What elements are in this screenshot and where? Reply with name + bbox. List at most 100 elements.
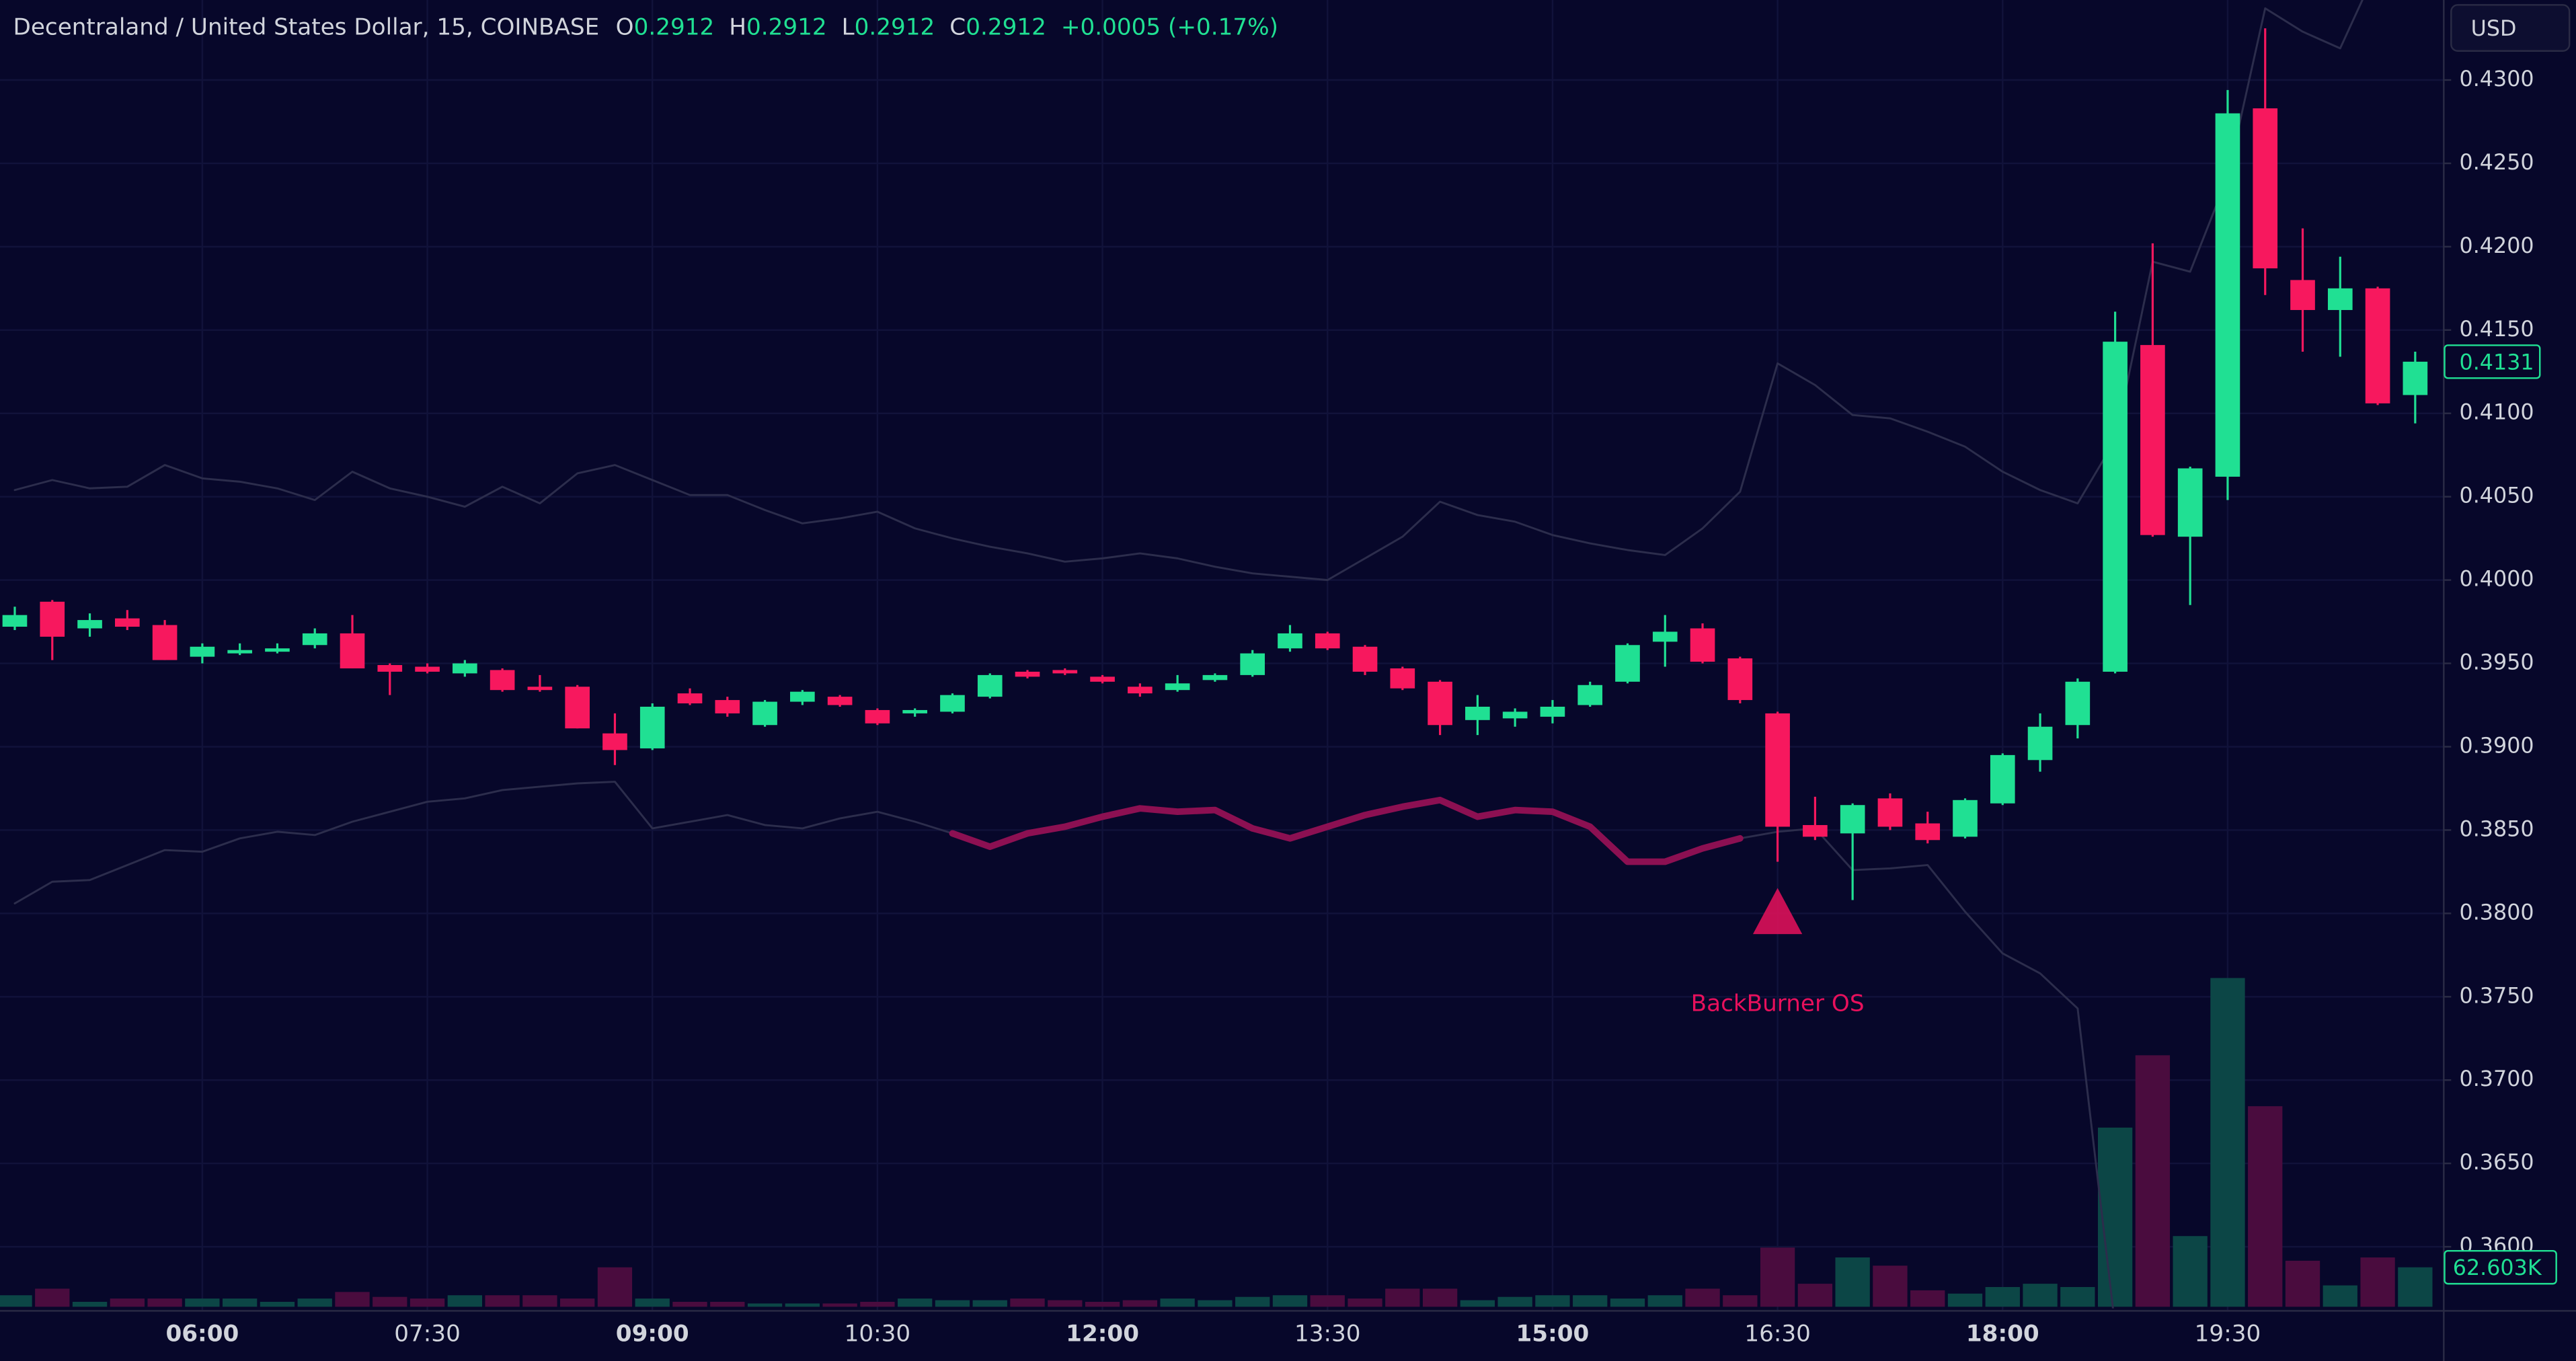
candle-body (902, 709, 928, 713)
ohlc-key: C (949, 13, 966, 40)
x-tick-label: 12:00 (1066, 1320, 1139, 1347)
y-tick-label: 0.3700 (2460, 1067, 2534, 1091)
candle-body (377, 665, 403, 672)
ohlc-value: 0.2912 (966, 13, 1046, 40)
x-tick-label: 19:30 (2195, 1320, 2261, 1347)
candle-body (302, 633, 327, 646)
volume-bar (1835, 1257, 1870, 1307)
volume-bar (560, 1298, 595, 1307)
y-tick-label: 0.3750 (2460, 984, 2534, 1008)
candle-body (2103, 342, 2128, 672)
ohlc-key: L (842, 13, 855, 40)
volume-bar (1235, 1296, 1270, 1307)
candle-body (1615, 645, 1640, 682)
candle-body (1727, 658, 1753, 701)
candle-body (2365, 288, 2390, 403)
x-tick-label: 10:30 (845, 1320, 911, 1347)
volume-bar (72, 1302, 108, 1307)
volume-bar (110, 1298, 145, 1307)
candle-body (1990, 754, 2015, 804)
volume-bar (147, 1298, 182, 1307)
candle-body (2327, 288, 2353, 311)
volume-bar (1272, 1295, 1308, 1307)
volume-bar (1947, 1293, 1983, 1307)
price-tag-label: 0.4131 (2460, 350, 2534, 375)
signal-label: BackBurner OS (1691, 990, 1865, 1017)
candle-body (1202, 674, 1228, 680)
volume-bar (1460, 1300, 1495, 1307)
candle-body (2253, 108, 2278, 269)
candle-body (1352, 646, 1378, 672)
volume-bar (710, 1302, 745, 1307)
volume-bar (1422, 1288, 1458, 1307)
candle-body (940, 695, 965, 712)
volume-bar (2285, 1260, 2320, 1307)
volume-bar (2135, 1055, 2171, 1307)
candle-body (227, 650, 252, 654)
candle-body (2027, 726, 2053, 761)
candle-body (752, 701, 777, 726)
candle-body (77, 620, 102, 629)
volume-bar (485, 1295, 520, 1307)
candle-body (602, 733, 627, 750)
x-tick-label: 07:30 (394, 1320, 461, 1347)
candle-body (1052, 670, 1078, 674)
x-tick-label: 06:00 (165, 1320, 239, 1347)
volume-bar (2248, 1106, 2283, 1307)
candle-body (152, 625, 178, 660)
candle-body (190, 646, 215, 657)
candle-body (527, 687, 553, 691)
y-tick-label: 0.4000 (2460, 568, 2534, 592)
volume-bar (447, 1295, 482, 1307)
candle-body (1128, 687, 1153, 694)
candle-body (1840, 805, 1865, 834)
volume-tag (2444, 1249, 2557, 1285)
y-tick-label: 0.3650 (2460, 1151, 2534, 1175)
volume-bar (898, 1298, 933, 1307)
volume-bar (1797, 1284, 1833, 1307)
candle-body (1315, 633, 1340, 649)
currency-label[interactable]: USD (2471, 17, 2517, 41)
candle-body (1090, 676, 1115, 682)
candle-body (415, 666, 440, 672)
volume-bar (1348, 1298, 1382, 1307)
x-tick-label: 13:30 (1294, 1320, 1361, 1347)
candle-body (1765, 713, 1790, 827)
candle-body (453, 663, 477, 674)
volume-bar (597, 1267, 633, 1307)
volume-bar (747, 1303, 783, 1307)
x-tick-label: 15:00 (1516, 1320, 1590, 1347)
oversold-line (949, 796, 1744, 865)
y-tick-label: 0.4100 (2460, 401, 2534, 425)
volume-bar (1010, 1298, 1045, 1307)
change: +0.0005 (+0.17%) (1061, 13, 1278, 40)
candle-body (490, 670, 515, 691)
ohlc-value: 0.2912 (746, 13, 827, 40)
volume-bar (635, 1298, 670, 1307)
volume-bar (2097, 1127, 2133, 1307)
candle-body (1390, 668, 1415, 689)
grid (0, 0, 2444, 1311)
volume-bar (2360, 1257, 2395, 1307)
x-tick-label: 09:00 (616, 1320, 689, 1347)
ohlc-key: H (729, 13, 746, 40)
candle-body (265, 648, 290, 652)
currency-button[interactable] (2450, 4, 2571, 52)
candle-body (340, 633, 365, 668)
candle-body (565, 687, 590, 729)
y-tick-label: 0.4300 (2460, 67, 2534, 91)
candle-body (827, 697, 853, 705)
candle-body (2140, 345, 2165, 535)
volume-bar (785, 1303, 820, 1307)
candle-body (1502, 711, 1528, 719)
header-text: Decentraland / United States Dollar, 15,… (13, 13, 1278, 40)
volume-bar (1085, 1302, 1120, 1307)
volume-bar (935, 1300, 970, 1307)
volume-bar (1760, 1247, 1795, 1307)
ohlc-value: 0.2912 (855, 13, 935, 40)
candle-body (1803, 824, 1828, 837)
volume-bar (672, 1302, 707, 1307)
candle-body (2215, 113, 2240, 477)
volume-bar (822, 1303, 857, 1307)
